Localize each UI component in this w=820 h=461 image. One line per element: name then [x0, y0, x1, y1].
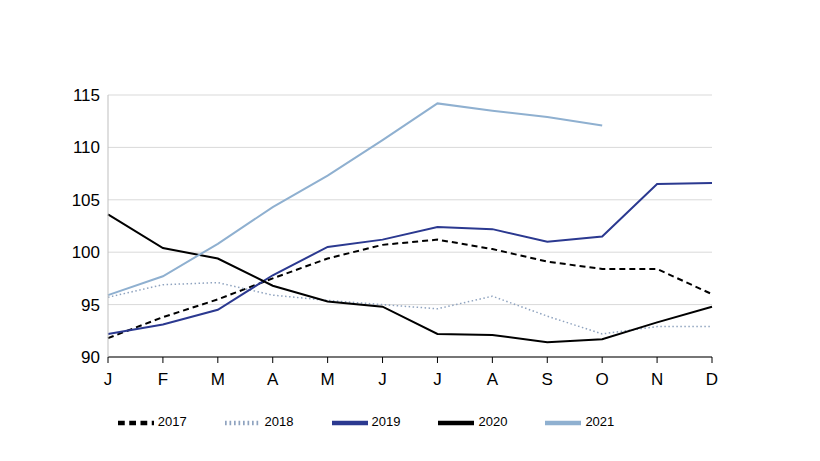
- svg-text:J: J: [104, 370, 113, 389]
- html-text:2019: 2019: [371, 414, 401, 430]
- svg-text:A: A: [487, 370, 499, 389]
- svg-text:115: 115: [73, 86, 100, 105]
- svg-text:D: D: [706, 370, 718, 389]
- html-text:2018: 2018: [264, 414, 294, 430]
- svg-text:M: M: [321, 370, 335, 389]
- html-text:2017: 2017: [157, 414, 187, 430]
- svg-text:105: 105: [72, 191, 100, 210]
- svg-text:S: S: [542, 370, 553, 389]
- svg-text:O: O: [596, 370, 609, 389]
- svg-text:95: 95: [81, 296, 100, 315]
- html-text:2020: 2020: [478, 414, 508, 430]
- svg-text:J: J: [433, 370, 442, 389]
- svg-text:N: N: [651, 370, 663, 389]
- svg-text:M: M: [211, 370, 225, 389]
- svg-text:100: 100: [72, 243, 100, 262]
- svg-text:A: A: [267, 370, 279, 389]
- svg-text:J: J: [378, 370, 387, 389]
- html-text:2021: 2021: [585, 414, 615, 430]
- svg-text:F: F: [158, 370, 168, 389]
- svg-text:110: 110: [73, 138, 100, 157]
- svg-text:90: 90: [81, 348, 100, 367]
